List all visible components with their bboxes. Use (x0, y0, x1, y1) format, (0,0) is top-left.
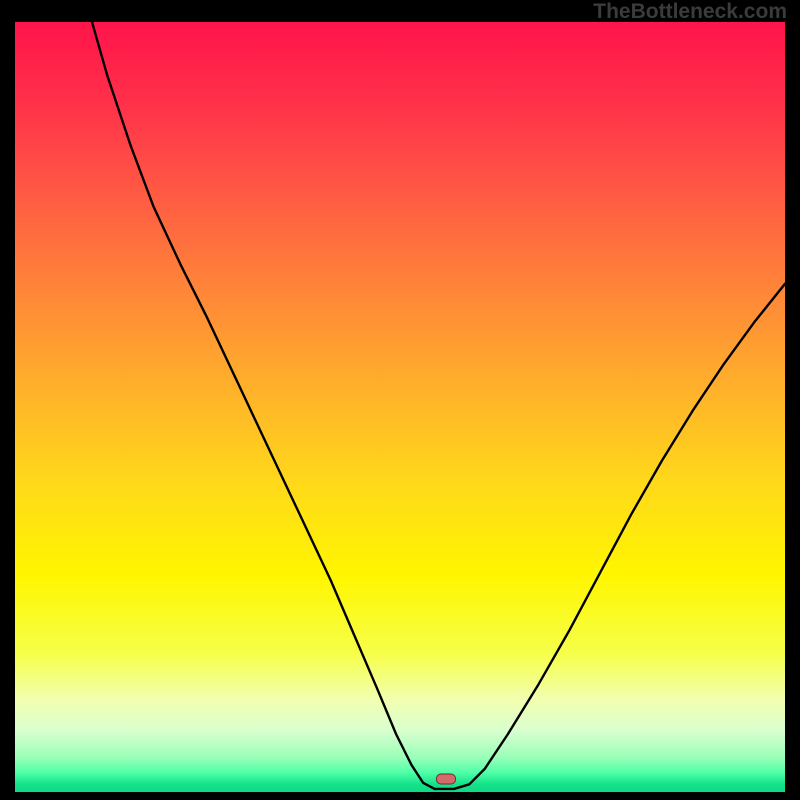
chart-frame: TheBottleneck.com (0, 0, 800, 800)
bottleneck-curve (15, 22, 785, 792)
optimal-point-marker (436, 773, 456, 784)
attribution-text: TheBottleneck.com (593, 0, 787, 24)
plot-area (15, 22, 785, 785)
